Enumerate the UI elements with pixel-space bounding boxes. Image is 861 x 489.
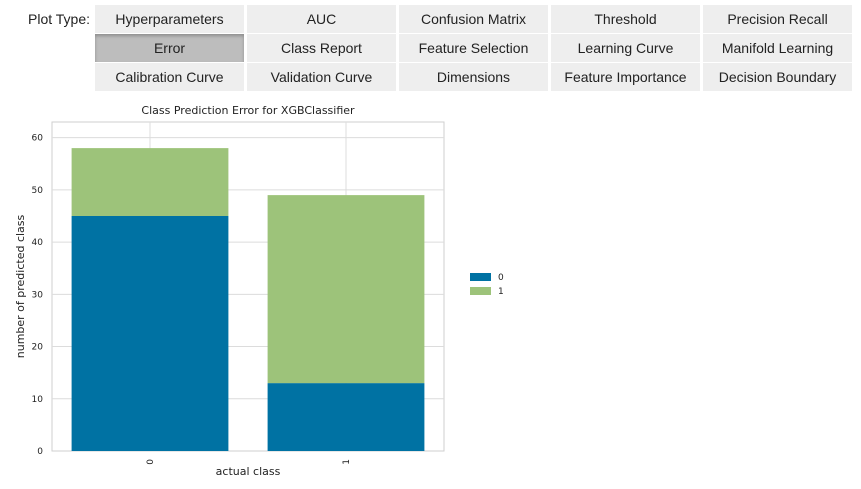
plot-type-button-learning-curve[interactable]: Learning Curve <box>551 34 700 62</box>
bar-actual-0-predicted-0 <box>71 216 229 451</box>
y-tick-label: 10 <box>32 395 44 405</box>
y-axis-label: number of predicted class <box>14 214 27 358</box>
plot-type-button-validation-curve[interactable]: Validation Curve <box>247 63 396 91</box>
legend-swatch-0 <box>470 273 491 281</box>
plot-type-button-decision-boundary[interactable]: Decision Boundary <box>703 63 852 91</box>
y-tick-label: 50 <box>32 186 44 196</box>
y-tick-label: 0 <box>37 447 43 457</box>
plot-type-button-threshold[interactable]: Threshold <box>551 5 700 33</box>
x-tick-label: 0 <box>146 459 156 465</box>
y-tick-label: 30 <box>32 290 44 300</box>
legend-swatch-1 <box>470 287 491 295</box>
plot-type-button-manifold-learning[interactable]: Manifold Learning <box>703 34 852 62</box>
bar-actual-0-predicted-1 <box>71 148 229 216</box>
chart-title: Class Prediction Error for XGBClassifier <box>141 104 355 117</box>
bar-actual-1-predicted-0 <box>267 383 425 451</box>
chart-container: 0 10 20 30 40 50 60 0 1 Class Prediction Error fo… <box>0 96 520 484</box>
plot-type-button-auc[interactable]: AUC <box>247 5 396 33</box>
y-tick-label: 20 <box>32 343 44 353</box>
plot-type-button-precision-recall[interactable]: Precision Recall <box>703 5 852 33</box>
legend-label: 1 <box>498 287 504 297</box>
plot-type-button-calibration-curve[interactable]: Calibration Curve <box>95 63 244 91</box>
plot-type-button-dimensions[interactable]: Dimensions <box>399 63 548 91</box>
plot-type-button-class-report[interactable]: Class Report <box>247 34 396 62</box>
plot-type-button-confusion-matrix[interactable]: Confusion Matrix <box>399 5 548 33</box>
legend-label: 0 <box>498 273 504 283</box>
y-tick-label: 60 <box>32 134 44 144</box>
plot-type-button-feature-importance[interactable]: Feature Importance <box>551 63 700 91</box>
plot-type-toggle-group: Hyperparameters AUC Confusion Matrix Thresh… <box>95 5 852 91</box>
plot-type-button-hyperparameters[interactable]: Hyperparameters <box>95 5 244 33</box>
x-tick-label: 1 <box>342 459 352 465</box>
plot-type-label: Plot Type: <box>28 11 91 27</box>
plot-type-button-feature-selection[interactable]: Feature Selection <box>399 34 548 62</box>
plot-type-button-error[interactable]: Error <box>95 34 244 62</box>
x-axis-label: actual class <box>216 465 281 478</box>
y-tick-label: 40 <box>32 238 44 248</box>
bar-actual-1-predicted-1 <box>267 195 425 384</box>
